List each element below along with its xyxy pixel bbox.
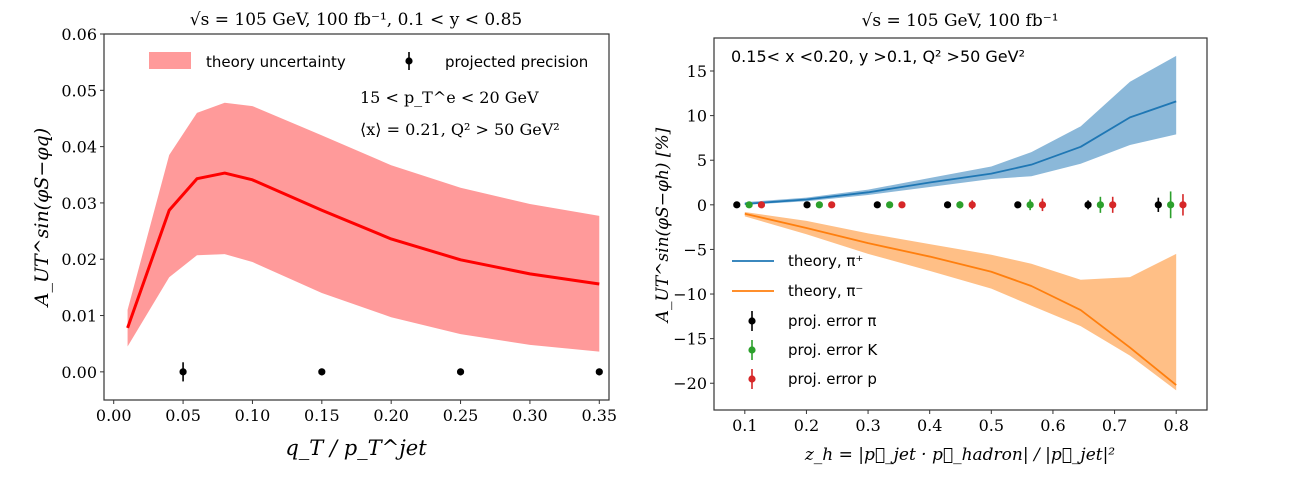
- right-annotation: 0.15< x <0.20, y >0.1, Q² >50 GeV²: [731, 47, 1025, 66]
- left-annotation-x: ⟨x⟩ = 0.21, Q² > 50 GeV²: [360, 120, 560, 139]
- right-proj-pi-point: [1154, 201, 1162, 209]
- right-pi-plus-band: [744, 55, 1177, 205]
- right-legend-pi-minus: theory, π⁻: [788, 282, 863, 300]
- right-y-tick-label: 0: [697, 196, 707, 215]
- right-pi-minus-band: [744, 211, 1177, 391]
- right-x-tick-label: 0.8: [1163, 416, 1188, 435]
- right-x-tick-label: 0.3: [855, 416, 880, 435]
- right-proj-proton-point: [1038, 201, 1047, 209]
- left-y-tick-label: 0.03: [61, 194, 97, 213]
- right-proj-pi-point: [1014, 201, 1022, 209]
- left-y-tick-label: 0.01: [61, 307, 97, 326]
- right-y-tick-label: 10: [687, 107, 707, 126]
- left-y-tick-label: 0.05: [61, 81, 97, 100]
- right-legend-pi: proj. error π: [788, 312, 876, 330]
- right-pi-plus-line: [744, 100, 1177, 205]
- left-legend-point-marker: [405, 57, 413, 65]
- right-panel: 0.1 0.2 0.3 0.4 0.5 0.6 0.7 0.8 −20 −15 −10 −5 0 5 10 1…: [653, 11, 1208, 465]
- left-projected-point: [179, 368, 187, 376]
- left-x-label: q_T / p_T^jet: [285, 436, 427, 460]
- right-legend-pi-plus: theory, π⁺: [788, 252, 863, 270]
- left-y-label: A_UT^sin(φS−φq): [31, 128, 53, 308]
- left-x-tick-label: 0.30: [512, 406, 548, 425]
- left-theory-line: [126, 171, 600, 329]
- right-proj-proton-point: [968, 201, 976, 209]
- right-x-tick-label: 0.6: [1040, 416, 1065, 435]
- right-proj-pi-point: [803, 201, 811, 209]
- left-y-tick-label: 0.02: [61, 250, 97, 269]
- right-legend-kaon-marker: [748, 346, 756, 354]
- left-legend-band-swatch: [149, 52, 191, 69]
- right-proj-pi-point: [943, 201, 952, 209]
- right-x-tick-label: 0.4: [917, 416, 942, 435]
- right-proj-pi-point: [1084, 201, 1092, 209]
- left-legend-theory: theory uncertainty: [206, 53, 346, 71]
- left-x-tick-label: 0.25: [443, 406, 479, 425]
- right-y-tick-label: −10: [673, 285, 707, 304]
- right-y-tick-label: −5: [683, 240, 707, 259]
- right-proj-proton-point: [898, 201, 906, 209]
- right-proj-kaon-point: [1167, 201, 1175, 209]
- left-annotation-pt: 15 < p_T^e < 20 GeV: [360, 88, 539, 107]
- right-proj-kaon-point: [815, 201, 823, 209]
- left-y-tick-label: 0.06: [61, 25, 97, 44]
- left-x-tick-label: 0.35: [581, 406, 617, 425]
- right-proj-kaon-point: [1096, 201, 1104, 209]
- right-legend-kaon: proj. error K: [788, 341, 878, 359]
- right-proj-proton-point: [828, 201, 836, 209]
- right-legend-proton-marker: [748, 375, 756, 383]
- left-axes-frame: [103, 33, 610, 401]
- right-proj-kaon-point: [745, 201, 753, 209]
- left-x-tick-label: 0.20: [373, 406, 409, 425]
- left-panel: 0.00 0.05 0.10 0.15 0.20 0.25 0.30 0.35 0.00 0.01…: [31, 10, 617, 460]
- left-projected-point: [318, 368, 326, 376]
- right-y-label: A_UT^sin(φS−φh) [%]: [653, 127, 673, 324]
- right-proj-proton-point: [1109, 201, 1117, 209]
- left-x-tick-label: 0.00: [96, 406, 132, 425]
- right-legend-proton: proj. error p: [788, 370, 877, 388]
- right-proj-kaon-point: [956, 201, 964, 209]
- left-x-tick-label: 0.05: [165, 406, 201, 425]
- right-y-tick-label: −15: [673, 330, 707, 349]
- right-proj-proton-point: [1179, 201, 1187, 209]
- left-projected-point: [595, 368, 603, 376]
- right-proj-proton-point: [757, 201, 766, 209]
- right-title: √s = 105 GeV, 100 fb⁻¹: [861, 11, 1058, 31]
- left-x-tick-label: 0.15: [304, 406, 340, 425]
- right-x-label: z_h = |p⃗_jet · p⃗_hadron| / |p⃗_jet|²: [804, 445, 1115, 465]
- right-pi-minus-line: [744, 212, 1177, 386]
- right-y-tick-label: −20: [673, 374, 707, 393]
- right-legend-pi-marker: [748, 317, 756, 325]
- right-x-tick-label: 0.7: [1102, 416, 1127, 435]
- left-x-tick-label: 0.10: [235, 406, 271, 425]
- left-y-tick-label: 0.04: [61, 138, 97, 157]
- right-proj-kaon-point: [1026, 201, 1034, 209]
- right-proj-kaon-point: [886, 201, 894, 209]
- right-x-tick-label: 0.1: [732, 416, 757, 435]
- right-x-tick-label: 0.5: [979, 416, 1004, 435]
- left-projected-point: [456, 368, 465, 376]
- right-y-tick-label: 15: [687, 62, 707, 81]
- right-y-tick-label: 5: [697, 151, 707, 170]
- right-x-tick-label: 0.2: [794, 416, 819, 435]
- right-axes-frame: [713, 37, 1208, 411]
- left-title: √s = 105 GeV, 100 fb⁻¹, 0.1 < y < 0.85: [190, 10, 522, 30]
- right-proj-pi-point: [733, 201, 741, 209]
- right-proj-pi-point: [873, 201, 881, 209]
- left-y-tick-label: 0.00: [61, 363, 97, 382]
- left-legend-projected: projected precision: [445, 53, 588, 71]
